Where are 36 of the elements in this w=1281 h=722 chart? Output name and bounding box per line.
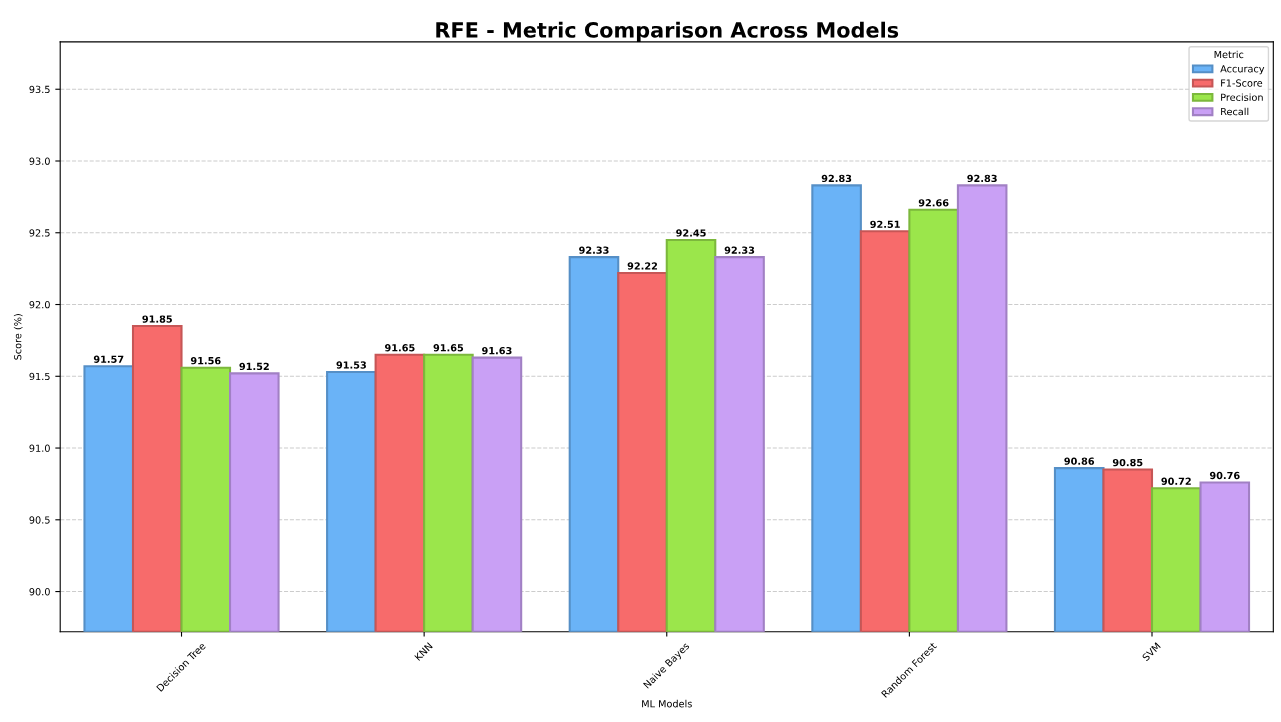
data-label: 91.56 xyxy=(190,357,221,365)
data-label: 91.65 xyxy=(385,344,415,352)
y-tick-label: 93.0 xyxy=(29,157,50,165)
data-label: 91.53 xyxy=(336,361,366,369)
y-tick-label: 90.0 xyxy=(29,588,50,596)
legend-title: Metric xyxy=(1214,50,1244,59)
data-label: 90.72 xyxy=(1161,477,1191,485)
data-label: 92.22 xyxy=(627,262,658,270)
legend-label: Precision xyxy=(1221,93,1263,101)
x-axis-title: ML Models xyxy=(642,699,692,708)
legend-label: Recall xyxy=(1221,107,1249,116)
data-label: 91.65 xyxy=(433,344,464,352)
data-label: 92.83 xyxy=(821,174,852,183)
y-tick-label: 93.5 xyxy=(29,85,50,94)
chart-title: RFE - Metric Comparison Across Models xyxy=(436,21,899,42)
legend-label: F1-Score xyxy=(1221,79,1263,87)
y-tick-label: 90.5 xyxy=(29,516,50,524)
data-label: 91.52 xyxy=(239,362,269,371)
data-label: 90.86 xyxy=(1064,457,1095,465)
data-label: 92.45 xyxy=(676,229,706,237)
data-label: 91.85 xyxy=(142,315,172,323)
y-tick-label: 91.0 xyxy=(29,444,50,452)
data-label: 92.83 xyxy=(967,174,997,183)
legend-label: Accuracy xyxy=(1220,65,1265,75)
data-label: 92.51 xyxy=(870,220,900,229)
y-tick-label: 92.5 xyxy=(29,229,50,237)
data-label: 92.33 xyxy=(579,246,609,254)
data-label: 92.66 xyxy=(918,199,949,207)
y-tick-label: 92.0 xyxy=(29,301,50,309)
data-label: 91.57 xyxy=(93,355,124,363)
y-axis-title: Score (%) xyxy=(13,314,23,360)
y-tick-label: 91.5 xyxy=(29,372,50,381)
data-label: 92.33 xyxy=(724,246,755,254)
data-label: 91.63 xyxy=(482,346,512,355)
data-label: 90.76 xyxy=(1209,471,1240,480)
data-label: 90.85 xyxy=(1112,458,1143,467)
